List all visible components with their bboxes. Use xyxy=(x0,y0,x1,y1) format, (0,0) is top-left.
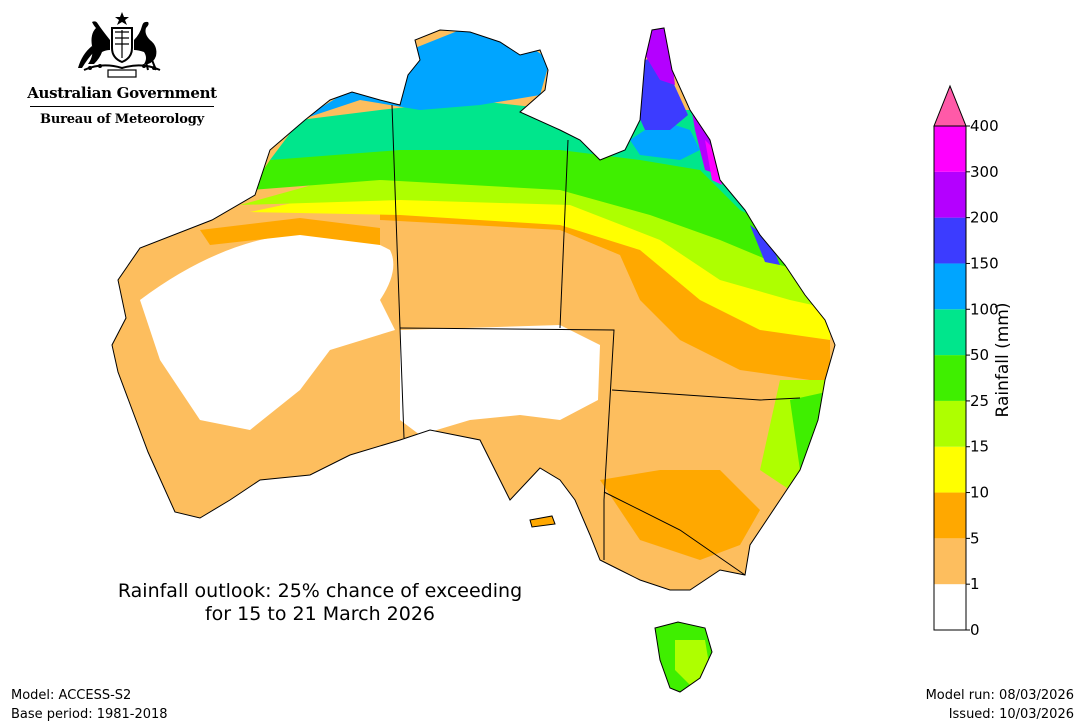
colorbar-tick-label: 200 xyxy=(970,209,999,227)
bom-logo: Australian Government Bureau of Meteorol… xyxy=(24,10,220,127)
colorbar-segment xyxy=(934,309,966,356)
map-title-line2: for 15 to 21 March 2026 xyxy=(204,603,436,625)
colorbar-tick-label: 50 xyxy=(970,346,989,364)
government-name: Australian Government xyxy=(27,84,217,102)
colorbar-tick-label: 100 xyxy=(970,300,999,318)
colorbar-tick-label: 1 xyxy=(970,575,980,593)
colorbar-segment xyxy=(934,171,966,218)
rainfall-layer-mainland xyxy=(112,28,835,590)
footer-left: Model: ACCESS-S2 Base period: 1981-2018 xyxy=(11,686,168,724)
colorbar-segment xyxy=(934,492,966,539)
agency-name: Bureau of Meteorology xyxy=(40,112,204,127)
colorbar-segment xyxy=(934,538,966,585)
state-borders xyxy=(391,104,801,576)
map-title: Rainfall outlook: 25% chance of exceedin… xyxy=(60,580,580,626)
tasmania-coastline xyxy=(654,621,713,693)
colorbar-segment xyxy=(934,217,966,264)
logo-divider xyxy=(30,106,214,107)
colorbar-extend-arrow xyxy=(933,84,967,127)
colorbar-tick-label: 5 xyxy=(970,529,980,547)
colorbar-segment xyxy=(934,400,966,447)
colorbar-tick-label: 150 xyxy=(970,254,999,272)
model-name: Model: ACCESS-S2 xyxy=(11,688,132,703)
colorbar-tick-label: 300 xyxy=(970,163,999,181)
model-run-date: Model run: 08/03/2026 xyxy=(925,688,1074,703)
colorbar-tick-label: 15 xyxy=(970,438,989,456)
mainland-coastline xyxy=(111,27,836,591)
colorbar-frame xyxy=(933,125,967,631)
colorbar-segment xyxy=(934,446,966,493)
colorbar-segment xyxy=(934,584,966,630)
base-period: Base period: 1981-2018 xyxy=(11,707,168,722)
colorbar-tick-label: 10 xyxy=(970,484,989,502)
kangaroo-island xyxy=(529,515,556,528)
colorbar-tick-label: 0 xyxy=(970,621,980,639)
colorbar-tick-label: 25 xyxy=(970,392,989,410)
coat-of-arms-icon xyxy=(78,12,161,78)
colorbar-segment xyxy=(934,263,966,310)
map-title-line1: Rainfall outlook: 25% chance of exceedin… xyxy=(117,580,523,602)
issued-date: Issued: 10/03/2026 xyxy=(948,707,1074,722)
colorbar-label: Rainfall (mm) xyxy=(993,302,1013,418)
colorbar-tick-label: 400 xyxy=(970,117,999,135)
colorbar-segment xyxy=(934,126,966,172)
colorbar-segment xyxy=(934,355,966,401)
footer-right: Model run: 08/03/2026 Issued: 10/03/2026 xyxy=(926,686,1074,724)
